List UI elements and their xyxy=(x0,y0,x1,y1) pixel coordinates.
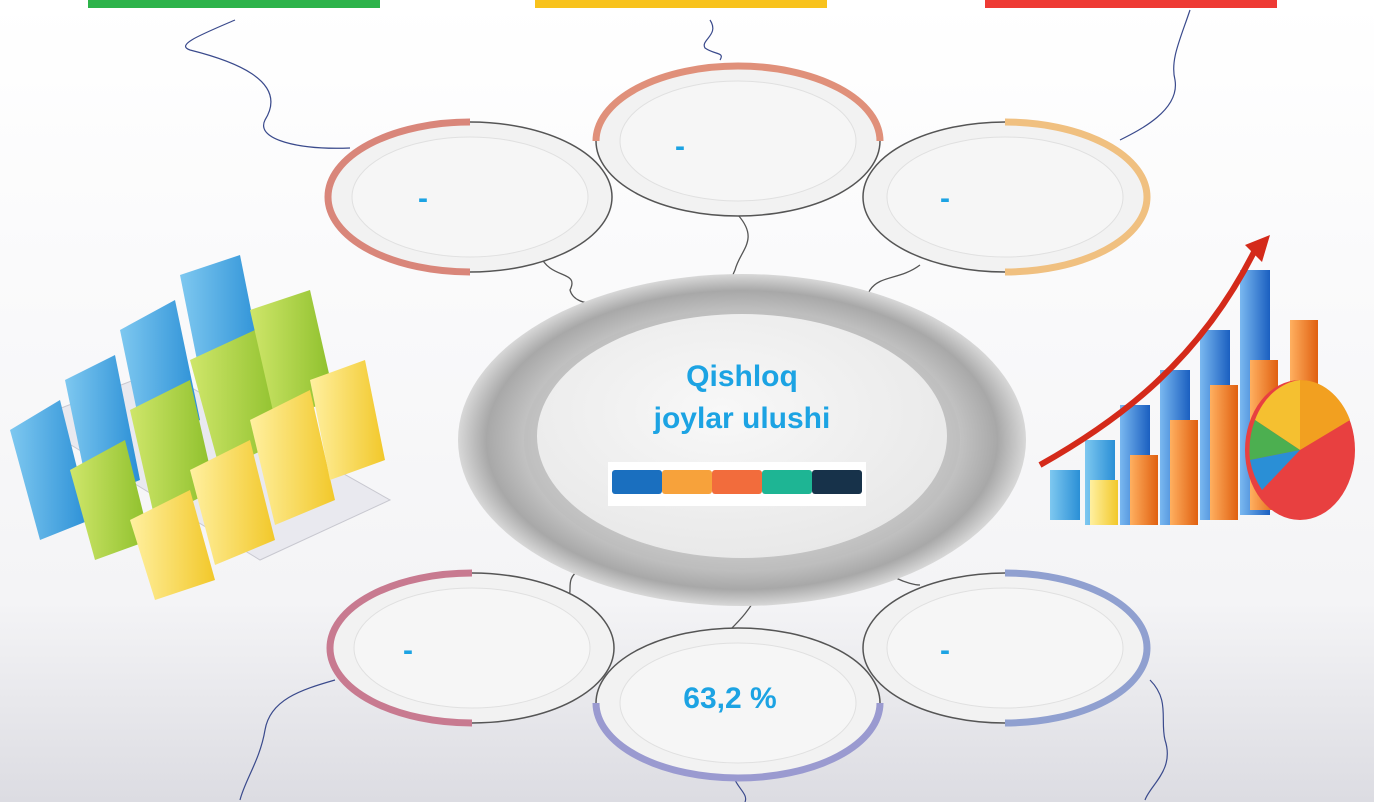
node-label: - xyxy=(675,130,685,163)
hub-title-line: joylar ulushi xyxy=(653,402,831,435)
node: - xyxy=(863,573,1147,723)
node: 63,2 % xyxy=(596,628,880,778)
node: - xyxy=(328,122,612,272)
node: - xyxy=(863,122,1147,272)
top-bar xyxy=(535,0,827,8)
node-inner xyxy=(887,137,1123,257)
node-label: 63,2 % xyxy=(683,682,776,715)
node-label: - xyxy=(940,182,950,215)
node: - xyxy=(596,66,880,216)
hub-title-line: Qishloq xyxy=(686,360,798,393)
node-label: - xyxy=(418,182,428,215)
node-label: - xyxy=(403,634,413,667)
node-inner xyxy=(620,81,856,201)
center-hub: Qishloq joylar ulushi xyxy=(458,274,1026,606)
node-inner xyxy=(887,588,1123,708)
top-bar xyxy=(985,0,1277,8)
page: Qishloq joylar ulushi ----63,2 %- (() =>… xyxy=(0,0,1374,802)
infographic: Qishloq joylar ulushi - - - - 63,2 % - xyxy=(0,0,1374,802)
node: - xyxy=(330,573,614,723)
node-inner xyxy=(352,137,588,257)
node-inner xyxy=(354,588,590,708)
top-bar xyxy=(88,0,380,8)
node-label: - xyxy=(940,634,950,667)
